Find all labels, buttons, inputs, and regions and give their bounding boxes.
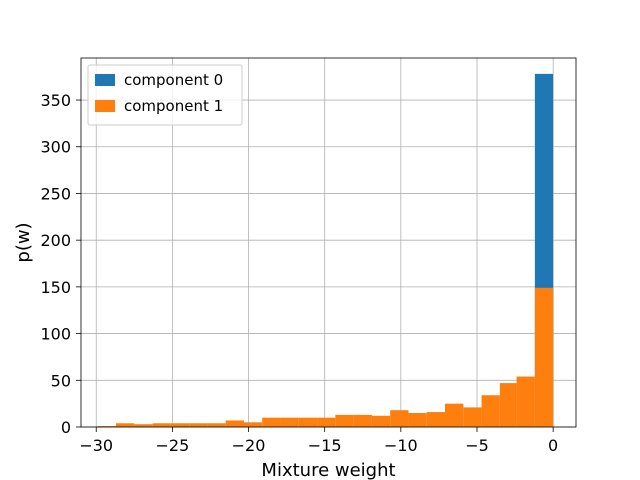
x-tick-label: −25 [156,436,190,455]
bar-series-1 [353,414,372,427]
axis-ticks: −30 −25 −20 −15 −10 −5 0 0 50 100 150 200 250 300 350 [40,91,558,455]
x-axis-label: Mixture weight [261,460,395,480]
bar-series-1 [390,410,409,427]
y-tick-label: 50 [51,371,71,390]
x-tick-label: −20 [232,436,266,455]
bar-series-1 [463,407,482,427]
bar-series-1 [371,415,391,427]
y-tick-label: 350 [40,91,71,110]
legend-swatch [95,100,115,112]
x-tick-label: 0 [548,436,558,455]
bar-series-1 [516,376,535,427]
legend-label: component 1 [124,97,223,115]
bar-series-1 [116,423,135,427]
histogram-bars [97,73,554,427]
bar-series-1 [280,417,299,427]
bar-series-1 [499,383,517,427]
legend-swatch [95,74,115,86]
legend-box [87,64,243,126]
bar-series-1 [225,420,244,427]
grid-lines [81,58,576,428]
bar-series-1 [408,412,427,427]
x-tick-label: −30 [79,436,113,455]
bar-series-1 [481,395,500,427]
bar-series-1 [152,423,171,427]
legend-label: component 0 [124,71,223,89]
bar-series-1 [170,423,190,427]
y-tick-label: 300 [40,138,71,157]
bar-series-1 [335,414,354,427]
x-tick-label: −10 [384,436,418,455]
y-tick-label: 250 [40,184,71,203]
bar-series-1 [298,417,318,427]
x-tick-label: −5 [465,436,489,455]
bar-series-1 [445,403,464,427]
bar-series-1 [262,417,281,427]
y-tick-label: 100 [40,325,71,344]
x-tick-label: −15 [308,436,342,455]
bar-series-1 [534,287,554,427]
bar-series-1 [243,422,263,427]
bar-series-1 [207,423,226,427]
y-tick-label: 0 [61,418,71,437]
y-tick-label: 150 [40,278,71,297]
y-tick-label: 200 [40,231,71,250]
bar-series-1 [97,426,117,427]
bar-series-1 [189,423,208,427]
plot-frame [80,57,577,428]
bar-series-1 [426,412,446,427]
legend: component 0 component 1 [87,64,243,126]
bar-series-1 [134,424,153,427]
bar-series-1 [317,417,336,427]
y-axis-label: p(w) [13,222,34,262]
